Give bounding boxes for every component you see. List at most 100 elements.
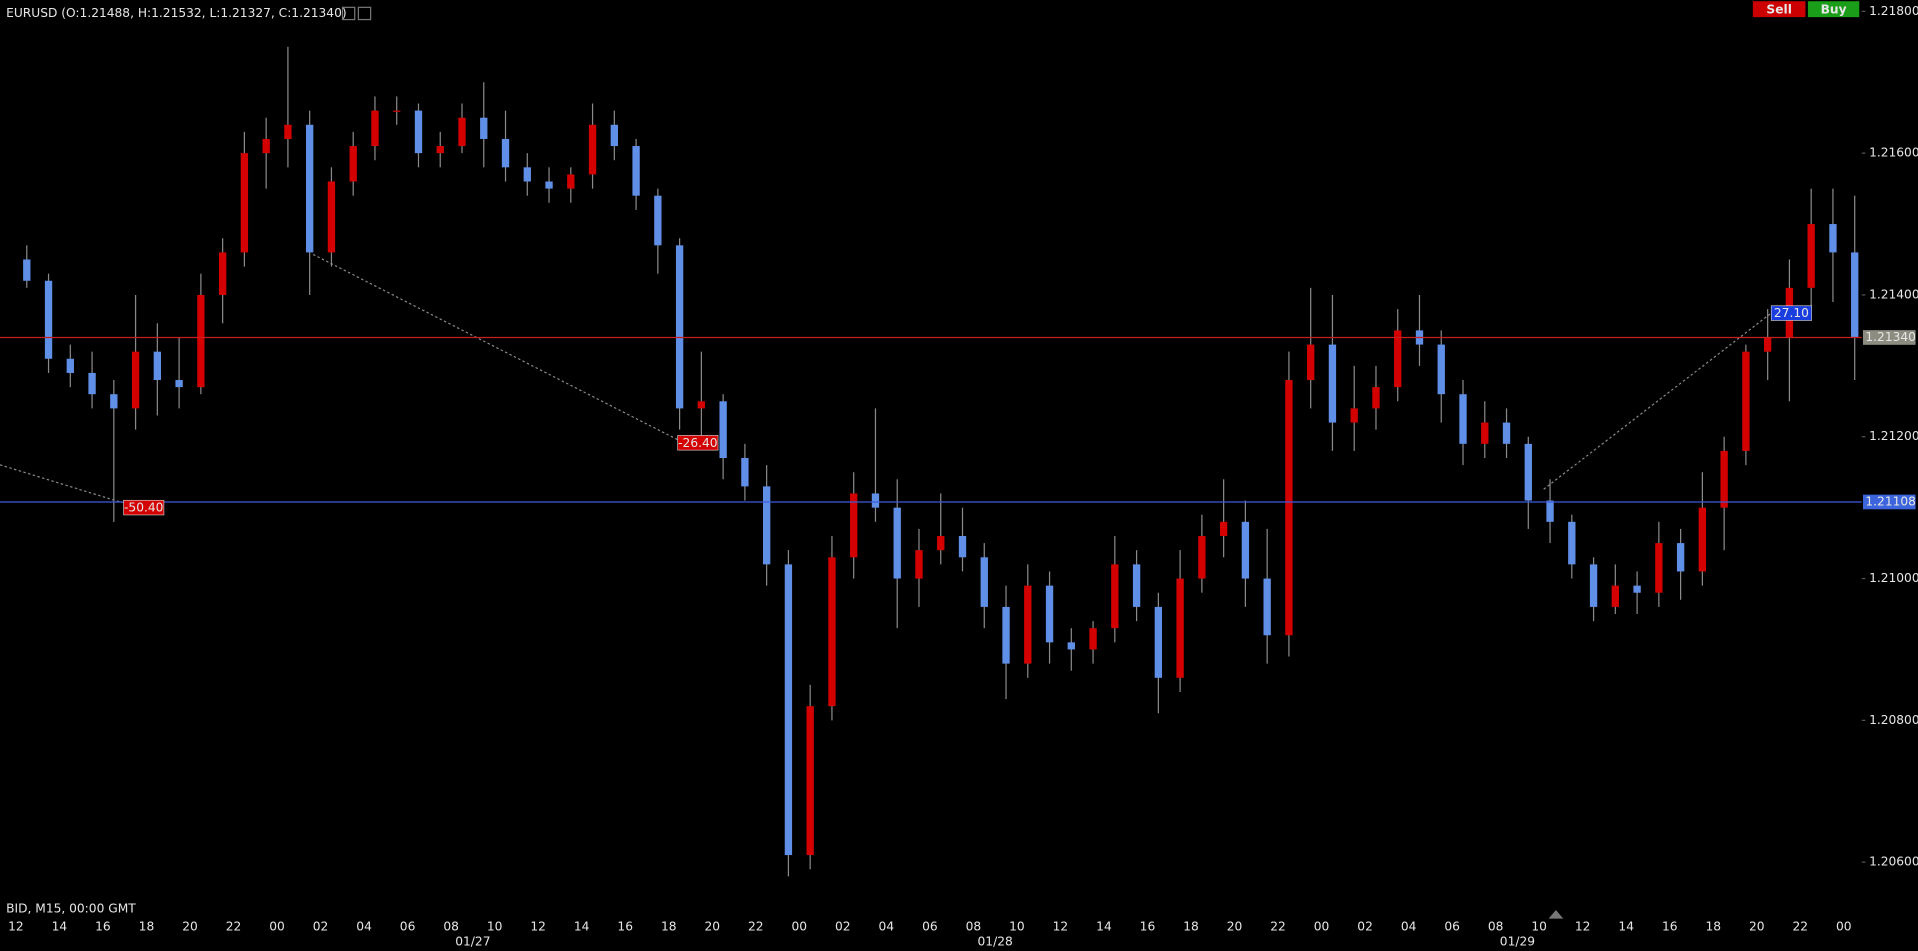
scroll-marker[interactable] — [1548, 910, 1564, 919]
candle-body — [44, 280, 53, 359]
candle-body — [850, 493, 858, 558]
candle-body — [1285, 380, 1293, 636]
x-tick-label: 12 — [1575, 920, 1591, 934]
annotation-box — [677, 435, 719, 451]
x-tick-label: 22 — [226, 920, 242, 934]
x-tick-label: 04 — [1401, 920, 1417, 934]
y-tick-label: 1.21000 — [1869, 571, 1918, 585]
candle-body — [1481, 422, 1489, 444]
candle-body — [393, 110, 401, 112]
candle-body — [1546, 500, 1554, 522]
candle-body — [1459, 394, 1467, 444]
candle-body — [1132, 564, 1141, 607]
candle-body — [1176, 578, 1184, 678]
candle-body — [523, 167, 531, 182]
x-tick-label: 20 — [182, 920, 198, 934]
candle-body — [1807, 224, 1815, 288]
annotation: -50.40 — [124, 501, 163, 515]
candle-body — [610, 124, 618, 147]
candle-body — [284, 124, 292, 139]
sell-button[interactable] — [1752, 1, 1806, 18]
x-tick-label: 00 — [1314, 920, 1330, 934]
buy-label[interactable]: Buy — [1821, 2, 1847, 16]
candle-body — [741, 458, 749, 487]
x-tick-label: 22 — [1270, 920, 1286, 934]
candle-body — [1045, 585, 1054, 643]
candle-body — [1089, 628, 1097, 650]
x-tick-label: 14 — [52, 920, 68, 934]
candle-body — [1154, 606, 1163, 678]
candle-body — [1350, 408, 1358, 423]
x-tick-label: 14 — [1618, 920, 1634, 934]
x-tick-label: 06 — [922, 920, 938, 934]
candle-body — [762, 486, 771, 565]
sell-label[interactable]: Sell — [1766, 2, 1791, 16]
date-label: 01/28 — [978, 934, 1013, 948]
candle-body — [1219, 521, 1228, 537]
candle-body — [349, 146, 357, 182]
candle-body — [327, 181, 336, 253]
candle-body — [1698, 507, 1707, 572]
candle-body — [1111, 564, 1119, 629]
candle-body — [806, 706, 814, 856]
candle-body — [784, 564, 793, 856]
x-tick-label: 10 — [487, 920, 503, 934]
close-icon[interactable] — [357, 6, 372, 21]
settings-icon[interactable] — [341, 6, 356, 21]
x-tick-label: 04 — [356, 920, 372, 934]
x-tick-label: 06 — [400, 920, 416, 934]
x-tick-label: 08 — [1488, 920, 1504, 934]
candle-body — [1720, 450, 1728, 508]
candle-body — [306, 124, 314, 253]
x-tick-label: 08 — [966, 920, 982, 934]
candle-body — [937, 536, 945, 551]
candle-body — [588, 124, 597, 175]
candle-body — [1198, 536, 1206, 579]
x-tick-label: 18 — [1705, 920, 1721, 934]
x-tick-label: 00 — [1836, 920, 1852, 934]
trend-line — [1543, 312, 1772, 490]
candle-body — [632, 146, 640, 196]
candle-body — [1437, 344, 1445, 395]
buy-button[interactable] — [1807, 1, 1860, 18]
candle-body — [1589, 564, 1598, 607]
price-label-box — [1862, 494, 1916, 510]
candle-body — [1829, 224, 1837, 253]
y-tick-label: 1.21200 — [1869, 429, 1918, 443]
x-tick-label: 16 — [1140, 920, 1156, 934]
candle-body — [1763, 337, 1772, 352]
candle-body — [23, 259, 31, 281]
candle-body — [567, 174, 575, 189]
candle-body — [871, 493, 880, 508]
annotation-box — [1770, 305, 1812, 321]
candle-body — [1307, 344, 1315, 381]
x-tick-label: 20 — [1227, 920, 1243, 934]
candle-body — [1394, 330, 1402, 388]
candle-body — [1633, 585, 1641, 593]
y-tick-label: 1.21400 — [1869, 287, 1918, 301]
candle-body — [1611, 585, 1620, 607]
candle-body — [1502, 422, 1511, 444]
candle-body — [501, 138, 510, 168]
candle-body — [436, 146, 444, 154]
annotation-box — [123, 499, 165, 516]
candle-body — [1067, 642, 1075, 650]
x-tick-label: 22 — [748, 920, 764, 934]
candle-body — [828, 557, 836, 707]
x-tick-label: 12 — [530, 920, 546, 934]
candle-body — [915, 550, 923, 579]
y-tick-label: 1.20600 — [1869, 855, 1918, 869]
candle-body — [1002, 606, 1010, 664]
candle-body — [240, 153, 249, 253]
x-tick-label: 00 — [792, 920, 808, 934]
candle-body — [1328, 344, 1337, 423]
candle-body — [958, 536, 967, 558]
x-tick-label: 18 — [1183, 920, 1199, 934]
x-tick-label: 06 — [1444, 920, 1460, 934]
date-label: 01/27 — [455, 934, 490, 948]
candle-body — [980, 557, 988, 607]
candle-body — [458, 117, 466, 147]
x-tick-label: 02 — [1357, 920, 1373, 934]
